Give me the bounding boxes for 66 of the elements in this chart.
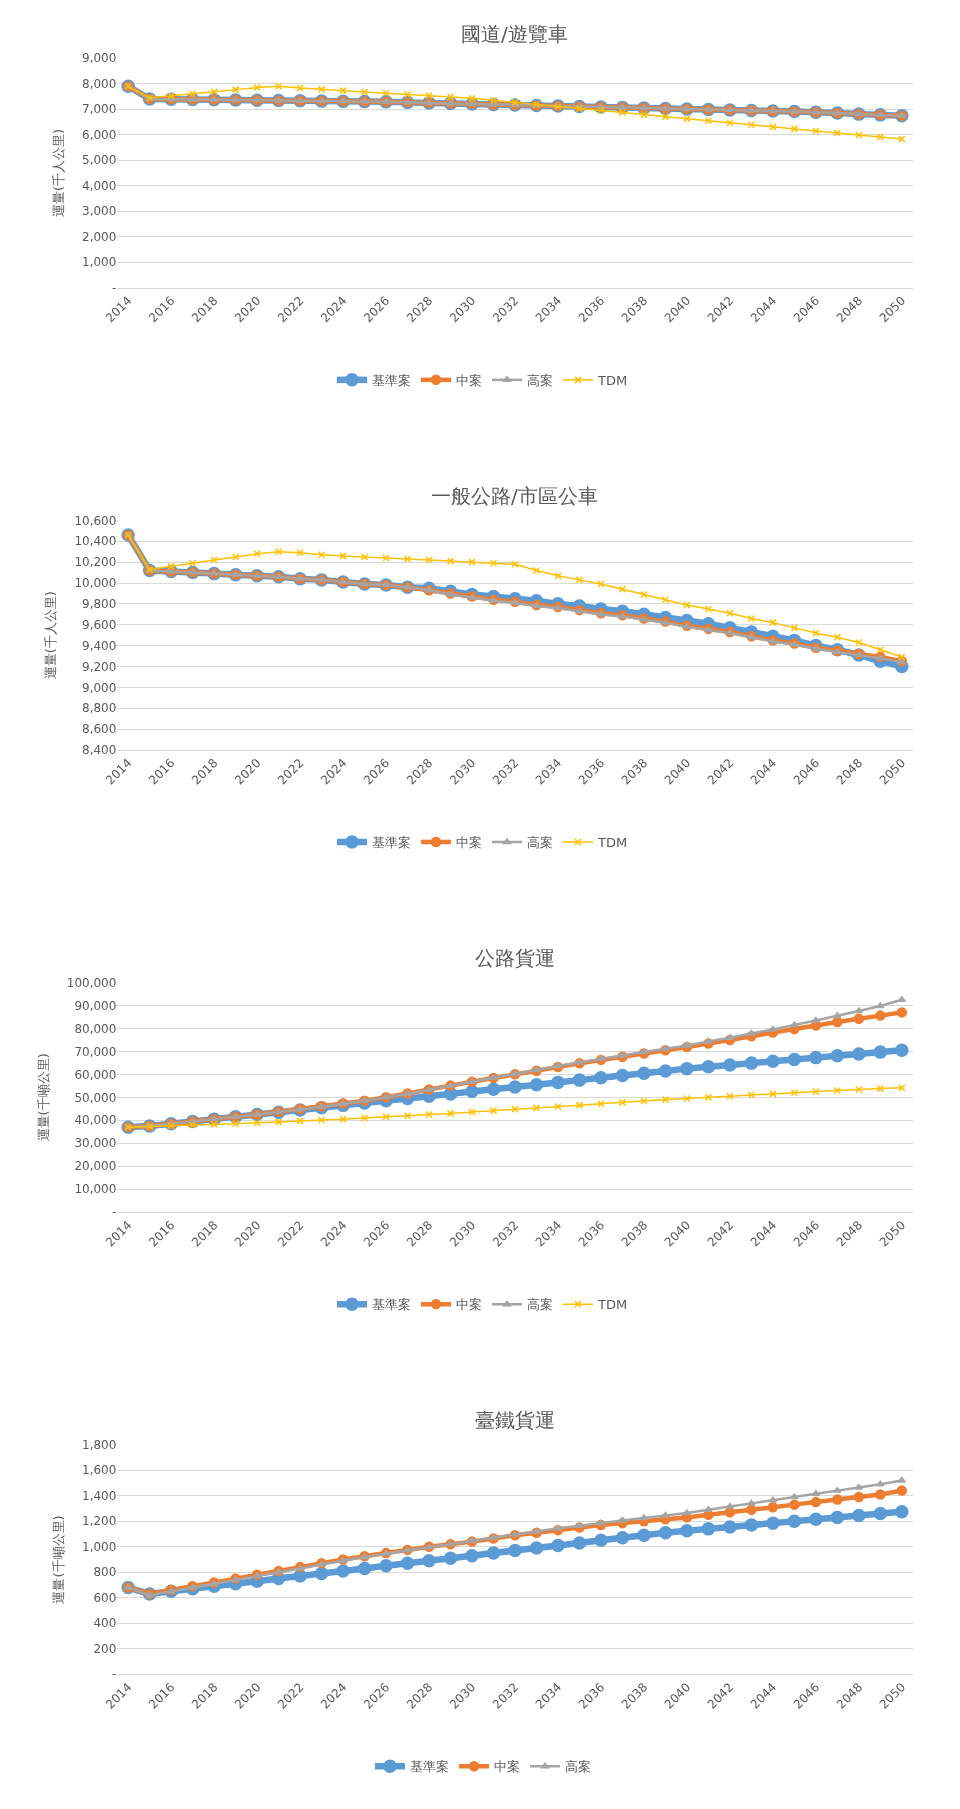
- chart-title: 國道/遊覽車: [461, 22, 568, 46]
- y-tick-label: 600: [93, 1590, 117, 1605]
- legend-label: TDM: [597, 835, 628, 851]
- y-tick-label: 10,000: [74, 1182, 117, 1197]
- y-tick-label: 2,000: [82, 229, 117, 244]
- y-axis-title: 運量(千人公里): [50, 128, 66, 218]
- legend-label: 高案: [527, 835, 553, 851]
- legend-label: 高案: [527, 1297, 553, 1313]
- legend-label: 中案: [456, 835, 482, 851]
- y-tick-label: 400: [93, 1616, 117, 1631]
- chart-title: 一般公路/市區公車: [431, 484, 598, 508]
- y-tick-label: 80,000: [74, 1021, 117, 1036]
- y-tick-label: 5,000: [82, 153, 117, 168]
- y-tick-label: 1,600: [82, 1463, 117, 1478]
- legend-label: 基準案: [372, 1297, 411, 1313]
- legend-label: 中案: [456, 1297, 482, 1313]
- y-tick-label: -: [112, 280, 117, 295]
- y-tick-label: 20,000: [74, 1159, 117, 1174]
- legend-label: 高案: [565, 1759, 591, 1775]
- y-axis-title: 運量(千噸公里): [35, 1053, 51, 1142]
- y-tick-label: 9,600: [82, 617, 117, 632]
- y-tick-label: 1,800: [82, 1437, 117, 1452]
- legend-label: 基準案: [372, 835, 411, 851]
- y-axis-title: 運量(千人公里): [43, 591, 59, 680]
- y-tick-label: 800: [93, 1565, 117, 1580]
- y-tick-label: 200: [93, 1641, 117, 1656]
- y-tick-label: 9,000: [82, 51, 117, 66]
- y-tick-label: 1,200: [82, 1514, 117, 1529]
- y-tick-label: 9,800: [82, 597, 117, 612]
- y-tick-label: 90,000: [74, 998, 117, 1013]
- y-tick-label: 70,000: [74, 1044, 117, 1059]
- legend-label: 高案: [527, 372, 553, 388]
- y-tick-label: 3,000: [82, 204, 117, 219]
- y-tick-label: 9,000: [82, 680, 117, 695]
- y-tick-label: 8,800: [82, 701, 117, 716]
- y-tick-label: 7,000: [82, 102, 117, 117]
- y-tick-label: 40,000: [74, 1113, 117, 1128]
- y-tick-label: 1,000: [82, 1539, 117, 1554]
- y-tick-label: 6,000: [82, 127, 117, 142]
- y-tick-label: 10,600: [74, 513, 117, 528]
- y-tick-label: 50,000: [74, 1090, 117, 1105]
- y-tick-label: 30,000: [74, 1136, 117, 1151]
- chart-title: 公路貨運: [475, 946, 555, 970]
- y-tick-label: 4,000: [82, 178, 117, 193]
- y-tick-label: 9,200: [82, 659, 117, 674]
- y-axis-title: 運量(千噸公里): [50, 1515, 66, 1604]
- y-tick-label: 1,000: [82, 255, 117, 270]
- y-tick-label: 10,400: [74, 534, 117, 549]
- y-tick-label: 1,400: [82, 1488, 117, 1503]
- legend-label: 中案: [494, 1759, 520, 1775]
- y-tick-label: 8,400: [82, 743, 117, 758]
- y-tick-label: 100,000: [66, 975, 117, 990]
- chart-title: 臺鐵貨運: [475, 1408, 555, 1432]
- legend-label: 中案: [456, 372, 482, 388]
- y-tick-label: 8,600: [82, 722, 117, 737]
- y-tick-label: 10,000: [74, 576, 117, 591]
- legend-label: 基準案: [410, 1759, 449, 1775]
- legend-label: TDM: [597, 1297, 628, 1313]
- legend-label: TDM: [597, 372, 628, 388]
- y-tick-label: 60,000: [74, 1067, 117, 1082]
- legend-label: 基準案: [372, 372, 411, 388]
- y-tick-label: -: [112, 1205, 117, 1220]
- y-tick-label: 9,400: [82, 638, 117, 653]
- y-tick-label: 8,000: [82, 76, 117, 91]
- y-tick-label: 10,200: [74, 555, 117, 570]
- y-tick-label: -: [112, 1667, 117, 1682]
